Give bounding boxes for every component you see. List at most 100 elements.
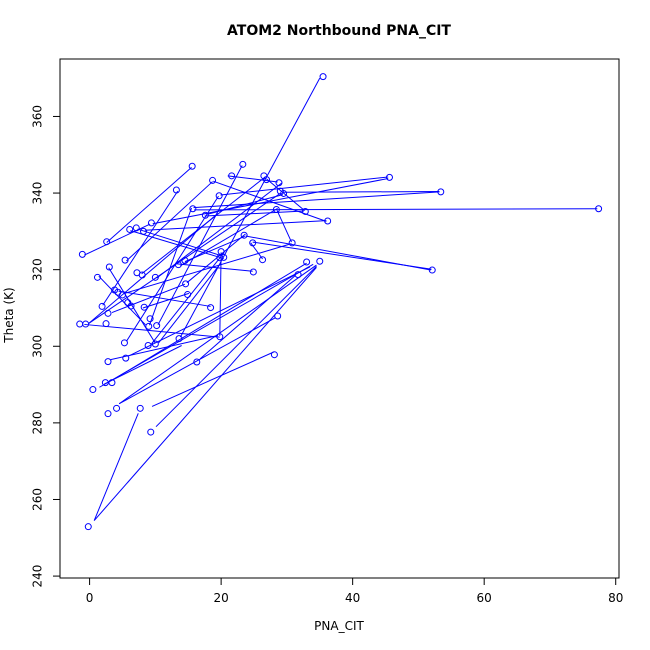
data-segment xyxy=(141,176,266,275)
data-point xyxy=(144,342,152,350)
y-tick-label: 280 xyxy=(31,411,45,434)
data-segments xyxy=(84,77,598,521)
data-segment xyxy=(88,212,219,324)
data-point xyxy=(138,271,146,279)
y-tick-label: 260 xyxy=(31,488,45,511)
data-point xyxy=(274,312,282,320)
data-point xyxy=(209,176,217,184)
data-segment xyxy=(84,223,151,256)
data-point xyxy=(140,227,148,235)
data-point xyxy=(249,239,257,247)
data-point xyxy=(104,410,112,418)
data-point xyxy=(181,256,189,264)
data-point xyxy=(263,176,271,184)
data-point xyxy=(216,254,224,262)
data-point xyxy=(104,358,112,366)
data-point xyxy=(239,160,247,168)
x-tick-label: 40 xyxy=(345,591,360,605)
data-segment xyxy=(112,262,307,381)
chart-title: ATOM2 Northbound PNA_CIT xyxy=(227,23,451,39)
data-point xyxy=(385,173,393,181)
data-segment xyxy=(103,345,182,385)
data-point xyxy=(288,239,296,247)
x-tick-label: 60 xyxy=(477,591,492,605)
data-point xyxy=(126,225,134,233)
y-tick-label: 320 xyxy=(31,258,45,281)
data-segment xyxy=(213,180,327,222)
data-point xyxy=(316,257,324,265)
data-points xyxy=(76,73,603,531)
y-axis-label: Theta (K) xyxy=(2,287,16,343)
data-point xyxy=(140,303,148,311)
data-segment xyxy=(151,255,222,345)
data-point xyxy=(240,231,248,239)
data-point xyxy=(145,322,153,330)
data-point xyxy=(120,339,128,347)
data-segment xyxy=(219,252,222,336)
data-point xyxy=(147,428,155,436)
data-point xyxy=(89,386,97,394)
data-point xyxy=(108,379,116,387)
data-segment xyxy=(276,210,292,243)
data-segment xyxy=(99,263,314,388)
data-segment xyxy=(126,181,213,262)
data-point xyxy=(122,354,130,362)
data-segment xyxy=(118,290,211,307)
data-segment xyxy=(122,243,292,295)
data-point xyxy=(98,302,106,310)
data-segment xyxy=(93,267,317,521)
data-point xyxy=(294,271,302,279)
data-point xyxy=(76,320,84,328)
plot-frame xyxy=(59,58,620,579)
x-axis-label: PNA_CIT xyxy=(314,619,364,633)
data-segment xyxy=(184,235,245,263)
data-point xyxy=(151,273,159,281)
data-point xyxy=(78,250,86,258)
data-point xyxy=(428,266,436,274)
data-point xyxy=(215,192,223,200)
data-segment xyxy=(88,193,281,324)
data-point xyxy=(118,291,126,299)
data-segment xyxy=(142,292,190,309)
data-point xyxy=(188,162,196,170)
y-tick-label: 360 xyxy=(31,105,45,128)
data-point xyxy=(201,211,209,219)
data-point xyxy=(182,280,190,288)
data-segment xyxy=(118,317,276,405)
data-point xyxy=(136,404,144,412)
data-segment xyxy=(111,283,186,314)
data-segment xyxy=(250,242,263,260)
data-point xyxy=(103,238,111,246)
data-segment xyxy=(199,275,296,360)
data-segment xyxy=(282,191,440,193)
data-segment xyxy=(204,210,305,217)
data-point xyxy=(101,379,109,387)
data-point xyxy=(175,335,183,343)
data-point xyxy=(147,219,155,227)
y-tick-label: 240 xyxy=(31,565,45,588)
data-segment xyxy=(106,167,192,243)
data-point xyxy=(104,309,112,317)
data-point xyxy=(121,256,129,264)
data-point xyxy=(151,340,159,348)
data-segment xyxy=(177,263,253,272)
data-point xyxy=(127,302,135,310)
data-point xyxy=(93,273,101,281)
data-segment xyxy=(93,413,139,521)
data-point xyxy=(113,404,121,412)
data-segment xyxy=(126,195,219,342)
data-segment xyxy=(148,207,192,326)
data-segment xyxy=(98,275,146,326)
data-segment xyxy=(130,230,224,260)
data-point xyxy=(324,217,332,225)
data-point xyxy=(146,315,154,323)
data-point xyxy=(207,304,215,312)
data-segment xyxy=(157,165,243,326)
data-point xyxy=(270,351,278,359)
data-point xyxy=(193,358,201,366)
y-axis: 240 260 280 300 320 340 360 xyxy=(31,105,61,588)
data-segment xyxy=(252,241,432,270)
data-point xyxy=(319,73,327,81)
data-point xyxy=(303,258,311,266)
data-point xyxy=(249,268,257,276)
